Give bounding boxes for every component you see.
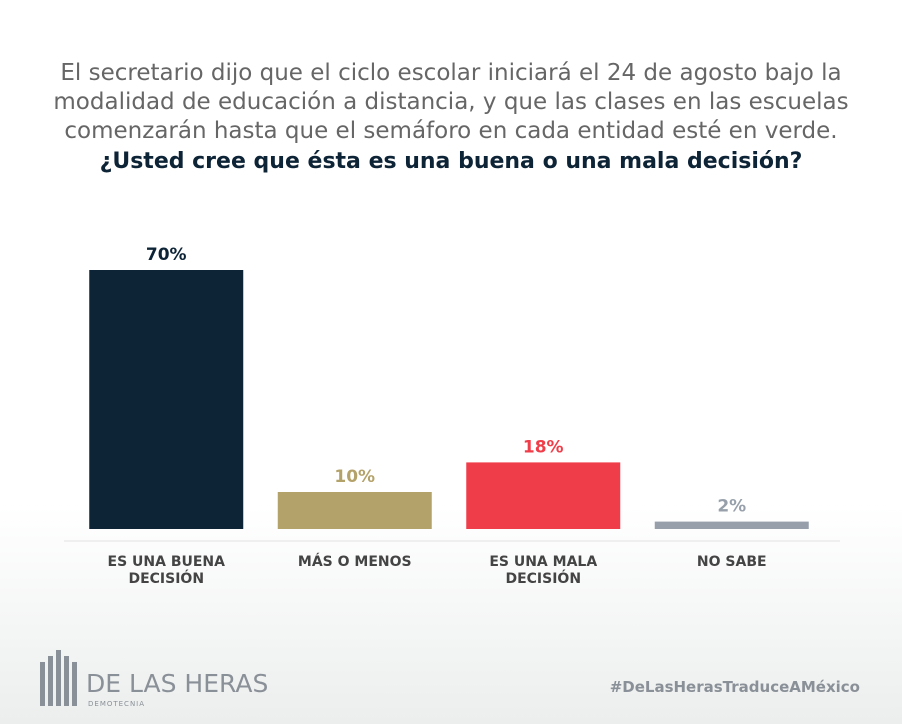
value-label: 70% (146, 245, 187, 265)
x-tick-label: ES UNA BUENA DECISIÓN (107, 554, 225, 587)
value-label: 2% (717, 497, 746, 517)
title-line: modalidad de educación a distancia, y qu… (53, 89, 848, 115)
value-label: 10% (334, 467, 375, 487)
bar (277, 492, 432, 529)
bar (466, 462, 621, 529)
title-line: El secretario dijo que el ciclo escolar … (60, 60, 841, 86)
title-line: comenzarán hasta que el semáforo en cada… (64, 118, 837, 144)
x-tick-label: NO SABE (696, 554, 767, 570)
value-label: 18% (523, 437, 564, 457)
bar (89, 270, 244, 529)
brand-sub: DEMOTECNIA (88, 700, 145, 708)
bar (654, 521, 809, 529)
hashtag: #DeLasHerasTraduceAMéxico (610, 678, 860, 696)
subtitle: ¿Usted cree que ésta es una buena o una … (100, 149, 803, 174)
x-tick-label: ES UNA MALA DECISIÓN (489, 554, 598, 587)
brand: DE LAS HERAS (86, 669, 268, 698)
x-tick-label: MÁS O MENOS (297, 554, 412, 570)
logo-icon (40, 650, 77, 706)
